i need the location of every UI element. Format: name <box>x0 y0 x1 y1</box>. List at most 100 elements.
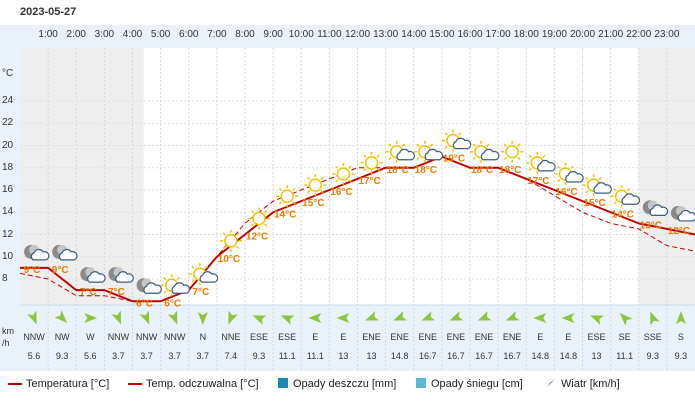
hour-label: 15:00 <box>429 29 455 40</box>
temperature-label: 10°C <box>218 254 240 265</box>
legend-feels-like[interactable]: Temp. odczuwalna [°C] <box>128 378 259 390</box>
temperature-label: 7°C <box>108 287 125 298</box>
wind-speed: 16.7 <box>475 351 493 361</box>
temperature-label: 6°C <box>164 298 181 309</box>
temperature-label: 6°C <box>136 298 153 309</box>
temperature-label: 14°C <box>274 209 296 220</box>
wind-direction: NNE <box>221 332 241 342</box>
hour-label: 19:00 <box>541 29 567 40</box>
cloud-icon <box>452 137 472 150</box>
temperature-label: 19°C <box>443 154 465 165</box>
cloud-icon <box>537 159 556 172</box>
wind-direction: ENE <box>502 332 522 342</box>
wind-direction: NNW <box>163 332 186 342</box>
temperature-label: 16°C <box>555 187 577 198</box>
sun-icon <box>360 151 383 174</box>
wind-direction: E <box>340 332 347 342</box>
wind-speed: 3.7 <box>168 351 181 361</box>
wind-speed: 5.6 <box>27 351 41 361</box>
temperature-label: 15°C <box>583 198 605 209</box>
hour-label: 3:00 <box>94 29 115 40</box>
temperature-label: 18°C <box>387 165 409 176</box>
wind-unit-km: km <box>2 326 14 336</box>
cloud-icon <box>199 271 219 283</box>
hour-label: 10:00 <box>288 29 314 40</box>
wind-direction: ENE <box>418 332 438 342</box>
wind-direction: ESE <box>278 332 297 342</box>
hour-label: 2:00 <box>66 29 86 40</box>
cloud-icon <box>677 209 695 222</box>
legend: Temperatura [°C] Temp. odczuwalna [°C] O… <box>0 374 695 396</box>
wind-speed: 16.7 <box>419 351 437 361</box>
wind-arrow-icon <box>228 310 238 325</box>
temperature-label: 9°C <box>52 265 69 276</box>
wind-arrow-icon <box>336 313 350 323</box>
wind-arrow-icon <box>449 311 464 321</box>
cloud-icon <box>115 271 134 283</box>
wind-arrow-icon <box>561 313 575 323</box>
sun-icon <box>248 207 271 230</box>
cloud-icon <box>171 282 191 294</box>
legend-rain[interactable]: Opady deszczu [mm] <box>278 378 396 390</box>
wind-arrow-icon <box>27 310 37 325</box>
temperature-label: 18°C <box>499 165 521 176</box>
temperature-label: 12°C <box>246 232 268 243</box>
wind-speed: 3.7 <box>140 351 153 361</box>
cloud-icon <box>143 282 162 294</box>
wind-arrow-icon <box>533 313 547 323</box>
temperature-label: 14°C <box>612 209 634 220</box>
y-axis-unit: °C <box>2 68 14 79</box>
temperature-label: 16°C <box>330 187 352 198</box>
sun-icon <box>501 140 524 163</box>
wind-speed: 7.4 <box>224 351 238 361</box>
wind-arrow-icon <box>547 379 555 387</box>
wind-direction: SE <box>618 332 631 342</box>
hour-label: 16:00 <box>457 29 483 40</box>
hour-label: 7:00 <box>207 29 227 40</box>
hour-label: 9:00 <box>263 29 283 40</box>
temperature-label: 7°C <box>80 287 97 298</box>
cloud-icon <box>621 193 641 205</box>
wind-arrow-icon <box>675 311 686 324</box>
wind-direction: ENE <box>474 332 494 342</box>
y-tick-label: 16 <box>2 184 14 195</box>
night-band <box>20 48 144 305</box>
wind-arrow-icon <box>505 311 520 321</box>
wind-speed: 14.8 <box>531 351 550 361</box>
wind-arrow-icon <box>619 313 633 326</box>
legend-wind[interactable]: Wiatr [km/h] <box>546 378 620 390</box>
wind-speed: 13 <box>591 351 602 361</box>
wind-direction: SSE <box>643 332 662 342</box>
wind-direction: E <box>537 332 544 342</box>
wind-speed: 16.7 <box>503 351 521 361</box>
hour-label: 17:00 <box>485 29 511 40</box>
temperature-label: 18°C <box>471 165 493 176</box>
wind-arrow-icon <box>590 315 604 325</box>
hour-label: 21:00 <box>598 29 624 40</box>
wind-speed: 11.1 <box>278 351 296 361</box>
cloud-icon <box>30 248 50 261</box>
temperature-label: 18°C <box>415 165 437 176</box>
wind-direction: ESE <box>587 332 606 342</box>
wind-arrow-icon <box>365 311 379 321</box>
hour-label: 5:00 <box>150 29 171 40</box>
temperature-label: 17°C <box>527 176 549 187</box>
legend-temperature[interactable]: Temperatura [°C] <box>8 378 109 390</box>
y-tick-label: 12 <box>2 228 14 240</box>
wind-speed: 14.8 <box>390 351 409 361</box>
wind-arrow-icon <box>197 312 208 325</box>
hour-label: 18:00 <box>513 29 539 40</box>
y-tick-label: 24 <box>2 95 14 106</box>
hour-label: 14:00 <box>401 29 427 40</box>
hour-label: 12:00 <box>344 29 371 40</box>
wind-arrow-icon <box>167 310 178 325</box>
wind-speed: 9.3 <box>674 351 688 361</box>
hour-label: 11:00 <box>317 29 342 40</box>
wind-speed: 13 <box>366 351 377 361</box>
cloud-icon <box>424 148 444 161</box>
legend-snow[interactable]: Opady śniegu [cm] <box>416 378 523 390</box>
y-tick-label: 8 <box>2 273 8 284</box>
y-tick-label: 22 <box>2 117 14 129</box>
wind-speed: 9.3 <box>252 351 266 361</box>
y-tick-label: 20 <box>2 139 14 151</box>
